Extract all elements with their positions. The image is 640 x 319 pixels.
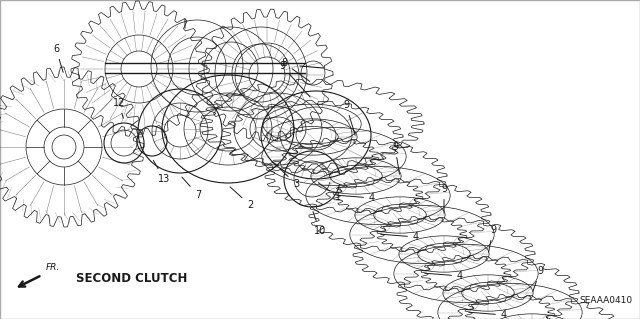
Text: 9: 9 (441, 184, 447, 213)
Text: 1: 1 (318, 183, 341, 202)
Text: 11: 11 (0, 318, 1, 319)
Text: 2: 2 (230, 187, 253, 210)
Text: 9: 9 (279, 61, 310, 97)
Text: 4: 4 (381, 232, 419, 242)
Text: 4: 4 (0, 318, 1, 319)
Text: 9: 9 (343, 100, 355, 135)
Text: 8: 8 (281, 58, 310, 81)
Text: 12: 12 (113, 98, 125, 118)
Text: 4: 4 (468, 310, 507, 319)
Text: FR.: FR. (46, 263, 60, 272)
Text: 7: 7 (182, 177, 201, 200)
Text: SEAAA0410: SEAAA0410 (579, 296, 632, 305)
Text: 9: 9 (533, 266, 543, 291)
Text: 4: 4 (0, 318, 1, 319)
Text: 4: 4 (337, 193, 375, 203)
Text: 6: 6 (53, 44, 63, 72)
Text: 4: 4 (425, 271, 463, 281)
Text: 9: 9 (392, 142, 399, 174)
Text: 9: 9 (488, 225, 496, 252)
Text: SECOND CLUTCH: SECOND CLUTCH (76, 272, 188, 286)
Text: 10: 10 (313, 211, 326, 236)
Text: 3: 3 (280, 169, 299, 189)
Text: 5: 5 (0, 318, 1, 319)
Text: 13: 13 (154, 160, 170, 184)
